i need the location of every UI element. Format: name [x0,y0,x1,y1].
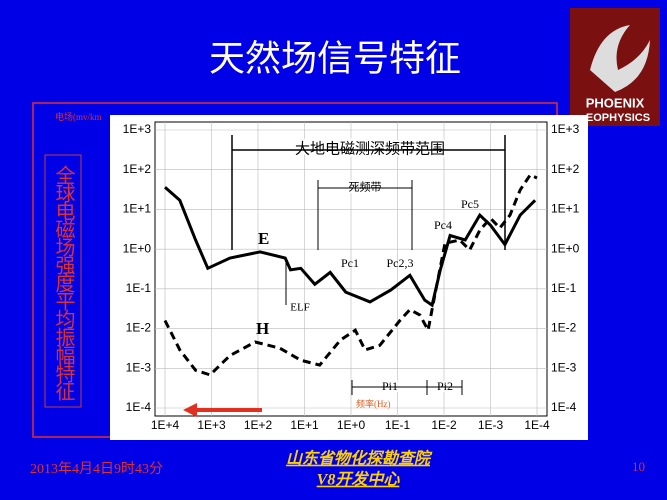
x-tick-label: 1E-3 [478,418,504,432]
annotation: Pc1 [341,256,359,270]
y2-tick-label: 1E+3 [551,122,580,136]
series-line [164,186,537,308]
annotation: Pc5 [461,197,479,211]
annotation: Pi1 [382,379,398,393]
side-label: 全球电磁场强度平均振幅特征 [52,165,75,401]
x-tick-label: 1E-1 [385,418,411,432]
annotation: ELF [290,302,310,314]
y-axis-label: 电场(mv/km [55,111,102,122]
y-tick-label: 1E+3 [123,122,152,136]
x-tick-label: 1E+3 [197,418,226,432]
date: 2013年4月4日9时43分 [30,461,163,477]
logo-text: PHOENIX [586,95,645,110]
logo-bird [590,25,650,92]
chart-area [110,115,588,440]
plot: 1E+3 1E+3 1E+2 1E+2 1E+1 1E+1 1E+0 1E+0 1E-1 1E-1… [55,111,580,432]
x-tick-label: 1E-4 [524,418,550,432]
annotation: 大地电磁测深频带范围 [295,140,445,157]
x-tick-label: 1E+1 [290,418,319,432]
y2-tick-label: 1E+2 [551,162,580,176]
series-line [163,173,538,377]
org: 山东省物化探勘查院 [286,450,433,468]
y2-tick-label: 1E-4 [551,400,577,414]
y2-tick-label: 1E+1 [551,202,580,216]
slide-title: 天然场信号特征 [209,38,461,78]
y-tick-label: 1E-3 [126,360,152,374]
y-tick-label: 1E-2 [126,321,152,335]
x-tick-label: 1E+0 [337,418,366,432]
logo-text: EOPHYSICS [586,112,650,124]
series-label: E [258,229,269,248]
annotation: Pi2 [437,379,453,393]
y-tick-label: 1E+0 [123,241,152,255]
y-tick-label: 1E-4 [126,400,152,414]
x-tick-label: 1E+2 [244,418,273,432]
y-tick-label: 1E-1 [126,281,152,295]
y-tick-label: 1E+2 [123,162,152,176]
annotation: 死频带 [349,180,382,194]
x-tick-label: 1E-2 [431,418,457,432]
page-number: 10 [632,459,645,474]
y2-tick-label: 1E-2 [551,321,577,335]
y2-tick-label: 1E+0 [551,241,580,255]
series-label: H [256,319,269,338]
arrow-head [183,403,197,417]
dept: V8开发中心 [317,471,401,489]
x-axis-label: 频率(Hz) [356,398,391,409]
side-box [44,154,82,408]
y-tick-label: 1E+1 [123,202,152,216]
x-tick-label: 1E+4 [151,418,180,432]
y2-tick-label: 1E-1 [551,281,577,295]
y2-tick-label: 1E-3 [551,360,577,374]
annotation: Pc4 [434,218,452,232]
annotation: Pc2,3 [387,256,414,270]
